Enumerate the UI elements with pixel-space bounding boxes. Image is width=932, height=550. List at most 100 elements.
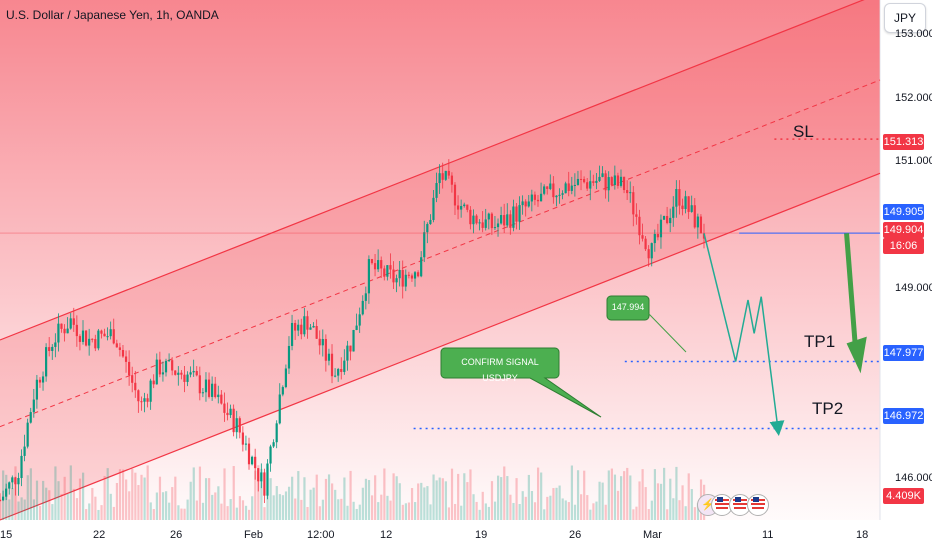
countdown-tag: 16:06 [883,238,924,254]
volume-bar [140,474,143,520]
volume-bar [693,507,696,520]
volume-bar [576,470,580,520]
candle-body [312,326,315,328]
candle-body [693,205,696,228]
volume-bar [204,478,208,520]
candle-body [214,383,217,398]
volume-bar [146,465,149,520]
candle-body [284,368,288,388]
time-tick-mar: Mar [643,529,662,541]
candle-body [204,379,208,393]
volume-bar [134,472,137,520]
candle-body [392,269,395,283]
volume-bar [315,474,318,520]
candle-body [373,263,377,270]
volume-bar [463,473,466,520]
candle-body [472,215,475,225]
volume-bar [100,505,103,520]
volume-bar [337,499,340,520]
volume-bar [131,468,134,520]
candle-body [11,477,14,483]
volume-bar [493,501,497,520]
candle-body [266,463,269,496]
candle-body [54,342,57,347]
candle-body [281,387,284,395]
us-flag-icon[interactable] [747,494,769,516]
candle-body [180,372,183,375]
candle-body [161,372,165,375]
candle-body [17,478,20,485]
candle-body [278,394,281,424]
candle-body [128,361,131,376]
down-arrow-head [846,336,867,374]
candle-body [552,183,555,198]
candle-body [364,293,367,301]
candle-body [641,235,644,239]
volume-bar [355,508,358,520]
volume-bar [549,495,552,520]
volume-bar [211,494,214,520]
candle-body [607,177,610,191]
candle-body [306,316,309,330]
volume-bar [312,487,315,520]
candle-body [389,265,392,270]
candle-body [358,314,361,326]
candle-body [41,376,45,383]
volume-bar [527,474,530,520]
volume-bar [223,468,226,520]
candle-body [533,194,537,200]
candle-body [118,347,121,351]
volume-bar [466,482,469,520]
volume-bar [232,466,235,520]
volume-bar [386,495,389,520]
volume-bar [540,472,543,520]
candle-body [238,418,241,433]
volume-bar [533,502,537,520]
candle-body [573,184,576,186]
volume-bar [248,509,251,520]
time-tick-12: 12 [380,529,393,541]
candle-body [699,216,703,234]
volume-bar [610,468,613,520]
volume-bar [659,483,663,520]
candle-body [8,482,11,489]
candle-body [453,184,457,206]
sl-price-tag: 151.313 [883,134,924,150]
volume-bar [45,487,48,520]
volume-bar [88,503,91,520]
candle-body [509,214,512,228]
volume-bar [570,465,574,520]
volume-bar [669,478,672,520]
price-axis-panel [880,0,932,550]
volume-bar [450,468,454,520]
candle-body [675,189,678,207]
currency-button[interactable]: JPY [884,3,926,33]
candle-body [48,347,51,352]
volume-bar [438,477,441,520]
volume-bar [48,490,51,520]
volume-bar [460,505,463,520]
candle-body [146,398,149,402]
candle-body [666,216,669,224]
candle-body [112,329,115,344]
volume-bar [417,483,420,520]
channel-middle-line [0,79,881,428]
candle-body [152,380,155,385]
candle-body [478,222,481,224]
volume-bar [214,492,217,520]
candle-body [272,442,275,447]
candle-body [530,194,533,202]
candle-body [567,183,570,191]
volume-bar [561,498,564,520]
volume-bar [128,491,131,520]
volume-bar [684,506,687,520]
volume-bar [57,481,60,520]
volume-bar [423,487,426,520]
us-flag-icon[interactable] [729,494,751,516]
candle-body [564,183,567,194]
candle-body [410,275,414,279]
candle-body [361,300,364,315]
candle-body [647,249,650,259]
candle-body [217,394,220,398]
